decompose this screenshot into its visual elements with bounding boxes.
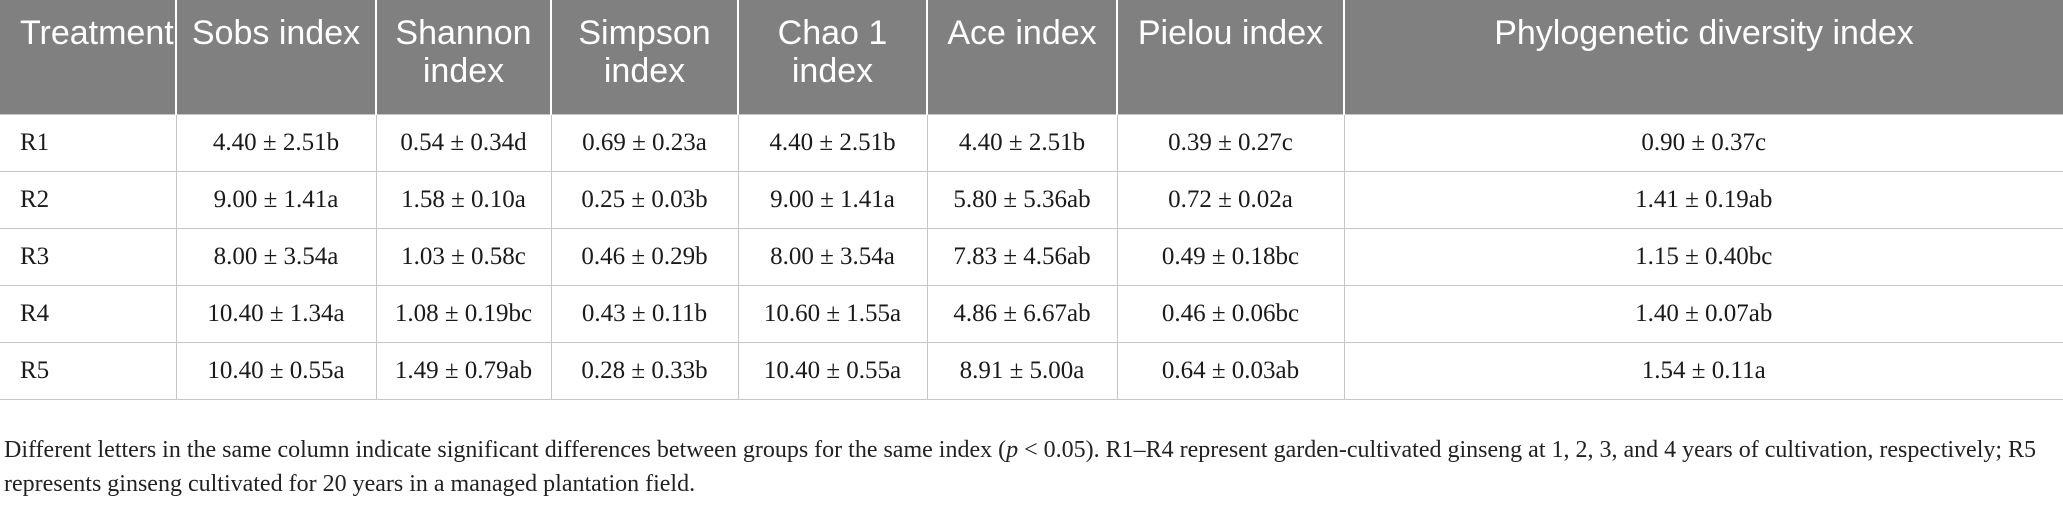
cell-pielou: 0.72 ± 0.02a — [1116, 170, 1345, 229]
cell-pielou: 0.64 ± 0.03ab — [1116, 341, 1345, 400]
cell-treatment: R3 — [0, 227, 177, 286]
cell-sobs: 10.40 ± 1.34a — [175, 284, 377, 343]
cell-ace: 7.83 ± 4.56ab — [926, 227, 1118, 286]
cell-phylogenetic-diversity: 1.41 ± 0.19ab — [1343, 170, 2063, 229]
cell-ace: 4.40 ± 2.51b — [926, 113, 1118, 172]
header-shannon-index: Shannon index — [375, 0, 551, 114]
header-treatment: Treatment — [0, 0, 176, 114]
cell-phylogenetic-diversity: 1.40 ± 0.07ab — [1343, 284, 2063, 343]
cell-simpson: 0.69 ± 0.23a — [550, 113, 739, 172]
cell-shannon: 1.58 ± 0.10a — [375, 170, 552, 229]
cell-pielou: 0.49 ± 0.18bc — [1116, 227, 1345, 286]
table-row: R5 10.40 ± 0.55a 1.49 ± 0.79ab 0.28 ± 0.… — [0, 341, 2063, 400]
cell-sobs: 8.00 ± 3.54a — [175, 227, 377, 286]
cell-shannon: 1.49 ± 0.79ab — [375, 341, 552, 400]
cell-pielou: 0.39 ± 0.27c — [1116, 113, 1345, 172]
cell-chao1: 10.40 ± 0.55a — [737, 341, 928, 400]
cell-simpson: 0.43 ± 0.11b — [550, 284, 739, 343]
table-row: R3 8.00 ± 3.54a 1.03 ± 0.58c 0.46 ± 0.29… — [0, 227, 2063, 286]
cell-sobs: 10.40 ± 0.55a — [175, 341, 377, 400]
table-row: R1 4.40 ± 2.51b 0.54 ± 0.34d 0.69 ± 0.23… — [0, 113, 2063, 172]
cell-treatment: R5 — [0, 341, 177, 400]
cell-ace: 8.91 ± 5.00a — [926, 341, 1118, 400]
cell-treatment: R4 — [0, 284, 177, 343]
footnote-text-part1: Different letters in the same column ind… — [4, 437, 1007, 463]
header-sobs-index: Sobs index — [175, 0, 376, 114]
cell-sobs: 9.00 ± 1.41a — [175, 170, 377, 229]
table-row: R2 9.00 ± 1.41a 1.58 ± 0.10a 0.25 ± 0.03… — [0, 170, 2063, 229]
cell-shannon: 1.08 ± 0.19bc — [375, 284, 552, 343]
table-row: R4 10.40 ± 1.34a 1.08 ± 0.19bc 0.43 ± 0.… — [0, 284, 2063, 343]
cell-chao1: 8.00 ± 3.54a — [737, 227, 928, 286]
cell-phylogenetic-diversity: 1.15 ± 0.40bc — [1343, 227, 2063, 286]
cell-simpson: 0.28 ± 0.33b — [550, 341, 739, 400]
table-footnote: Different letters in the same column ind… — [4, 433, 2054, 501]
header-simpson-index: Simpson index — [550, 0, 738, 114]
cell-simpson: 0.46 ± 0.29b — [550, 227, 739, 286]
footnote-p-symbol: p — [1006, 437, 1019, 463]
cell-phylogenetic-diversity: 1.54 ± 0.11a — [1343, 341, 2063, 400]
cell-chao1: 4.40 ± 2.51b — [737, 113, 928, 172]
header-phylogenetic-diversity-index: Phylogenetic diversity index — [1343, 0, 2063, 114]
cell-shannon: 0.54 ± 0.34d — [375, 113, 552, 172]
cell-treatment: R1 — [0, 113, 177, 172]
cell-chao1: 10.60 ± 1.55a — [737, 284, 928, 343]
cell-simpson: 0.25 ± 0.03b — [550, 170, 739, 229]
cell-ace: 4.86 ± 6.67ab — [926, 284, 1118, 343]
cell-sobs: 4.40 ± 2.51b — [175, 113, 377, 172]
header-chao1-index: Chao 1 index — [737, 0, 927, 114]
diversity-index-table: Treatment Sobs index Shannon index Simps… — [0, 0, 2063, 400]
cell-phylogenetic-diversity: 0.90 ± 0.37c — [1343, 113, 2063, 172]
cell-chao1: 9.00 ± 1.41a — [737, 170, 928, 229]
cell-ace: 5.80 ± 5.36ab — [926, 170, 1118, 229]
diversity-table-container: Treatment Sobs index Shannon index Simps… — [0, 0, 2063, 400]
cell-pielou: 0.46 ± 0.06bc — [1116, 284, 1345, 343]
cell-treatment: R2 — [0, 170, 177, 229]
cell-shannon: 1.03 ± 0.58c — [375, 227, 552, 286]
header-ace-index: Ace index — [926, 0, 1117, 114]
footnote-text-part2: < 0.05). R1–R4 represent garden-cultivat… — [4, 437, 2037, 497]
header-pielou-index: Pielou index — [1116, 0, 1344, 114]
header-row: Treatment Sobs index Shannon index Simps… — [0, 0, 2063, 114]
